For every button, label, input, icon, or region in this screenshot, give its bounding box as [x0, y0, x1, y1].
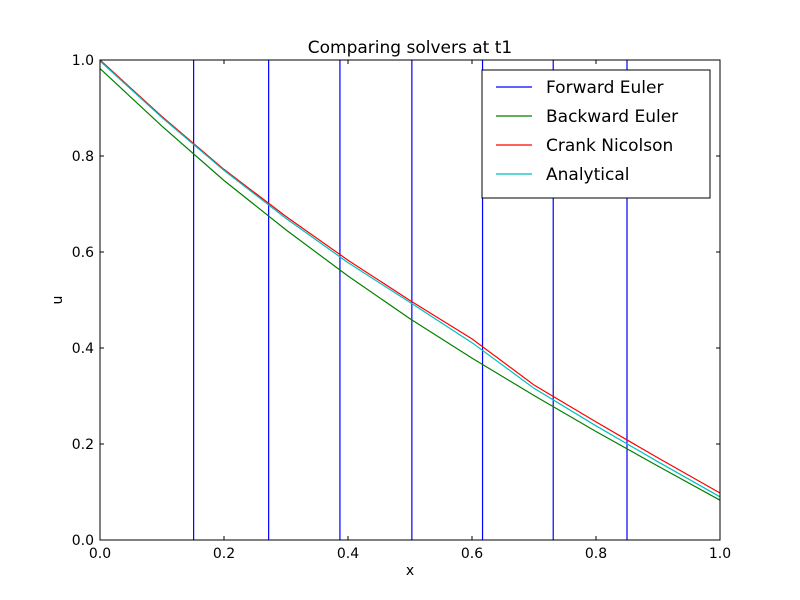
x-tick-label-2: 0.4: [337, 546, 359, 562]
x-axis-label: x: [406, 563, 414, 579]
x-tick-label-3: 0.6: [461, 546, 483, 562]
legend-label-2: Crank Nicolson: [546, 136, 673, 156]
y-tick-label-3: 0.6: [72, 245, 94, 261]
chart-title: Comparing solvers at t1: [308, 38, 512, 58]
y-tick-label-1: 0.2: [72, 437, 94, 453]
ticks-layer: 0.0 0.2 0.4 0.6 0.8 1.0 0.0 0.2 0.4 0.6 0.8 1.0: [72, 53, 731, 562]
series-2-line: [99, 59, 721, 494]
y-tick-label-0: 0.0: [72, 533, 94, 549]
legend: Forward Euler Backward Euler Crank Nicolso…: [481, 69, 711, 199]
legend-box: [481, 69, 711, 199]
x-tick-label-4: 0.8: [585, 546, 607, 562]
series-3-line: [99, 60, 721, 498]
x-tick-label-1: 0.2: [213, 546, 235, 562]
legend-label-3: Analytical: [546, 165, 629, 185]
x-tick-label-5: 1.0: [709, 546, 731, 562]
y-tick-label-5: 1.0: [72, 53, 94, 69]
legend-label-1: Backward Euler: [546, 107, 678, 127]
y-tick-label-2: 0.4: [72, 341, 94, 357]
y-axis-label: u: [50, 296, 66, 305]
series-1-line: [99, 68, 721, 501]
x-tick-label-0: 0.0: [89, 546, 111, 562]
plot-frame: [99, 59, 721, 541]
y-tick-label-4: 0.8: [72, 149, 94, 165]
legend-label-0: Forward Euler: [546, 78, 663, 98]
